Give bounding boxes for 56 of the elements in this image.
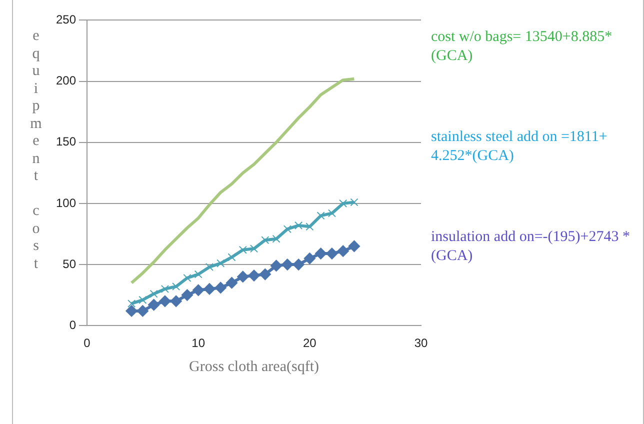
point: [228, 253, 236, 262]
point: [315, 248, 327, 260]
point: [316, 212, 325, 220]
text: cost w/o bags= 13540+8.885*(GCA): [431, 28, 614, 66]
point: [238, 246, 247, 254]
point: [128, 300, 136, 308]
point: [272, 234, 280, 243]
point: [350, 198, 358, 206]
point: [282, 258, 294, 270]
point: [226, 277, 238, 289]
point: [237, 270, 249, 282]
x-tick-label: 30: [414, 336, 428, 350]
y-tick-label: 100: [56, 196, 76, 210]
point: [283, 225, 292, 234]
point: [160, 284, 169, 293]
x-tick-label: 20: [302, 336, 317, 350]
point: [294, 221, 303, 230]
x-axis-title: Gross cloth area(sqft): [189, 358, 319, 375]
y-tick-label: 50: [62, 256, 76, 271]
point: [204, 283, 216, 295]
point: [248, 270, 260, 282]
point: [339, 199, 348, 208]
point: [172, 282, 180, 291]
text: insulation add on=-(195)+2743 *(GCA): [431, 228, 631, 266]
x-tick-label: 0: [84, 336, 91, 350]
y-tick-label: 250: [56, 12, 76, 27]
point: [214, 282, 226, 294]
y-tick-label: 0: [69, 318, 76, 332]
point: [205, 262, 214, 271]
y-tick-label: 200: [56, 74, 76, 88]
point: [216, 259, 225, 268]
point: [136, 305, 148, 317]
point: [250, 244, 258, 253]
text: stainless steel add on =1811+ 4.252*(GCA): [431, 128, 608, 166]
point: [159, 295, 171, 307]
point: [192, 284, 204, 296]
point: [328, 209, 336, 218]
point: [148, 299, 160, 311]
point: [194, 270, 202, 278]
point: [138, 296, 147, 304]
point: [306, 222, 314, 231]
point: [270, 260, 282, 272]
point: [337, 245, 349, 257]
y-tick-label: 150: [56, 134, 76, 149]
point: [181, 289, 193, 301]
point: [348, 240, 360, 252]
point: [259, 268, 271, 280]
point: [261, 236, 270, 244]
point: [326, 248, 338, 260]
point: [150, 290, 158, 298]
x-tick-label: 10: [192, 336, 206, 350]
point: [126, 305, 138, 317]
point: [304, 252, 316, 264]
text: equipment cost: [30, 28, 42, 272]
point: [170, 295, 182, 307]
point: [292, 258, 304, 270]
